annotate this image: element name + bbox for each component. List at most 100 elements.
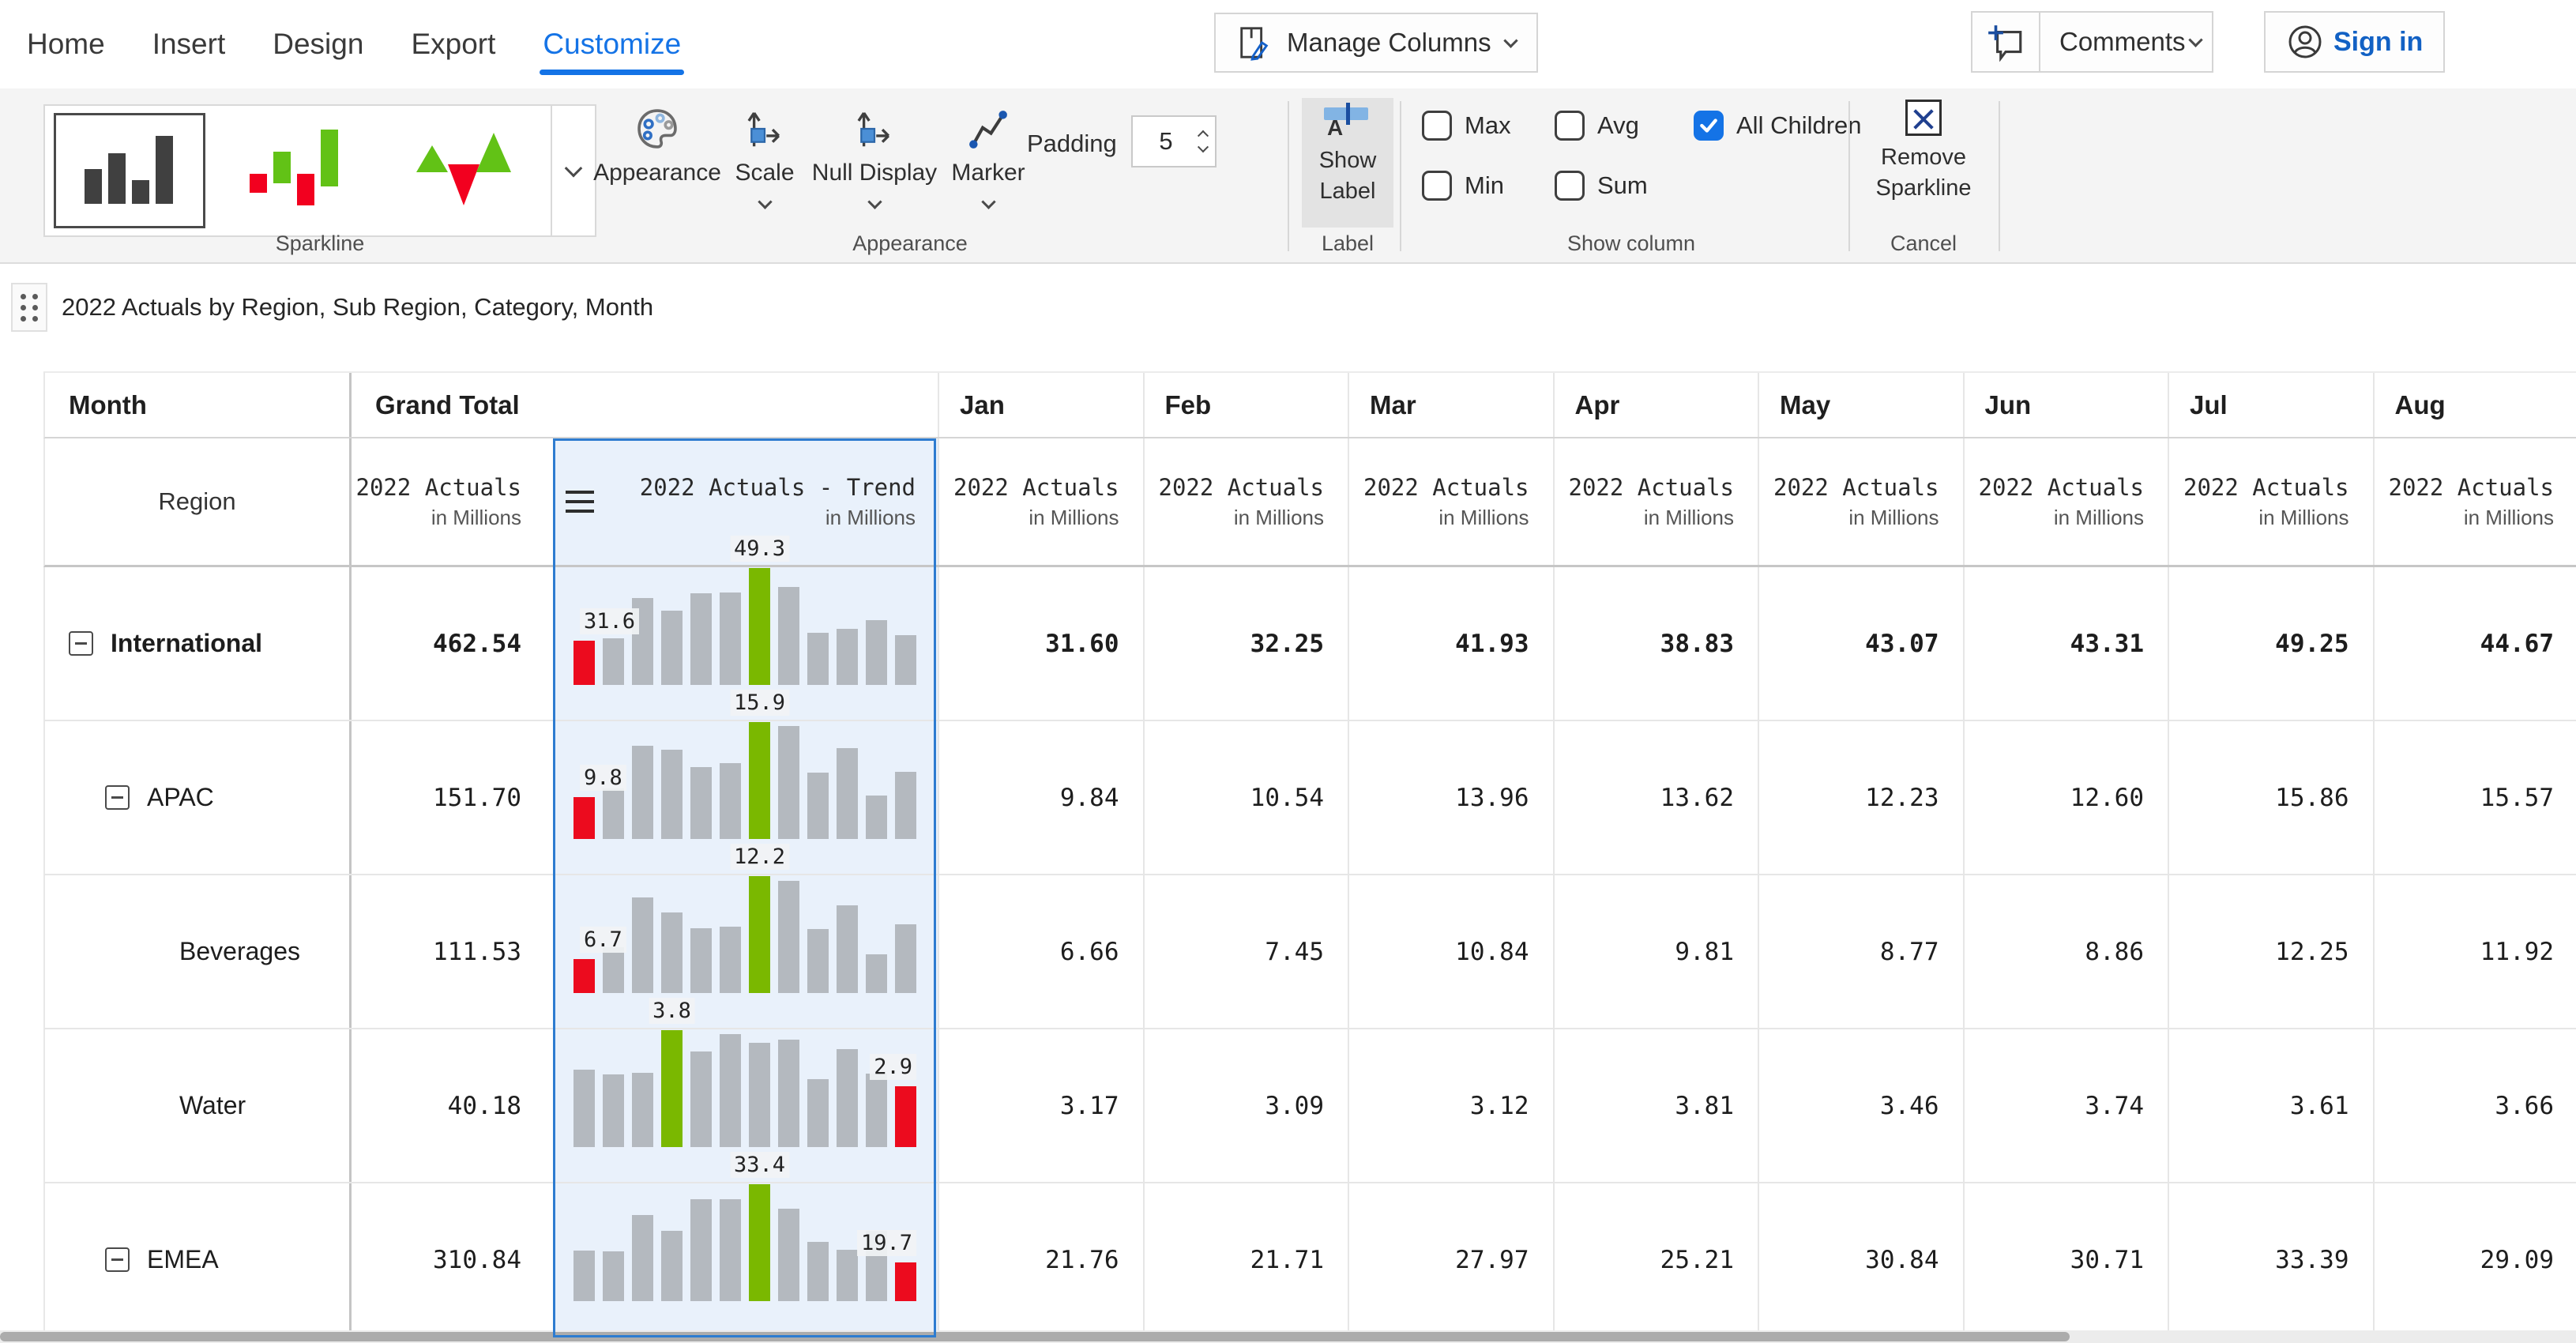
sparkline-style-arrow[interactable]	[382, 106, 551, 235]
value-cell-mar: 10.84	[1348, 875, 1553, 1028]
row-label-cell: EMEA	[45, 1183, 349, 1336]
value: 9.81	[1675, 938, 1734, 966]
sparkline-bar	[690, 1199, 712, 1301]
value-cell-jul: 15.86	[2168, 721, 2373, 874]
grand-total-cell: 151.70	[349, 721, 555, 874]
tab-home[interactable]: Home	[25, 6, 107, 83]
cancel-group-label: Cancel	[1858, 231, 1989, 256]
remove-sparkline-button[interactable]: RemoveSparkline	[1858, 100, 1989, 204]
sparkline-bar	[573, 1251, 595, 1301]
sparkline-gallery-expand[interactable]	[551, 106, 595, 235]
add-comment-icon[interactable]	[1972, 13, 2040, 71]
month-header-jul: Jul	[2168, 373, 2373, 437]
manage-columns-button[interactable]: Manage Columns	[1214, 13, 1538, 73]
value: 10.84	[1455, 938, 1529, 966]
month-header-may: May	[1758, 373, 1963, 437]
checkbox-icon	[1422, 171, 1452, 201]
value-cell-aug: 29.09	[2373, 1183, 2576, 1336]
value-cell-feb: 3.09	[1143, 1029, 1348, 1182]
measure-header-jun: 2022 Actualsin Millions	[1963, 438, 2168, 565]
value-cell-feb: 10.54	[1143, 721, 1348, 874]
row-label-text: Beverages	[179, 937, 300, 966]
month-header-jun: Jun	[1963, 373, 2168, 437]
value-cell-may: 8.77	[1758, 875, 1963, 1028]
tab-insert[interactable]: Insert	[151, 6, 228, 83]
sparkline-bar	[720, 763, 741, 839]
sparkline-bar	[661, 912, 683, 993]
show-column-group-label: Show column	[1422, 231, 1841, 256]
checkbox-icon	[1555, 111, 1585, 141]
sparkline-style-variance[interactable]	[213, 106, 382, 235]
value: 11.92	[2480, 938, 2554, 966]
value-cell-apr: 38.83	[1553, 567, 1758, 720]
show-label-button[interactable]: A ShowLabel	[1302, 98, 1393, 228]
sparkline-bar	[837, 629, 858, 685]
collapse-toggle-icon[interactable]	[69, 631, 93, 656]
value: 31.60	[1045, 630, 1119, 658]
marker-button[interactable]: Marker	[945, 103, 1032, 212]
measure-header-may: 2022 Actualsin Millions	[1758, 438, 1963, 565]
sign-in-button[interactable]: Sign in	[2264, 11, 2445, 73]
value: 3.74	[2085, 1092, 2144, 1120]
stepper-down-icon[interactable]	[1198, 141, 1209, 152]
trend-sparkline-cell[interactable]: 33.419.7	[555, 1183, 938, 1336]
sparkline: 15.99.8	[573, 720, 916, 839]
sparkline-min-bar	[573, 959, 595, 993]
tab-customize[interactable]: Customize	[541, 6, 683, 83]
group-separator	[1400, 101, 1401, 251]
scale-button[interactable]: Scale	[725, 103, 804, 212]
sparkline-bar	[720, 592, 741, 685]
value-cell-jan: 9.84	[938, 721, 1143, 874]
comments-button[interactable]: Comments	[1971, 11, 2213, 73]
value: 7.45	[1265, 938, 1324, 966]
value-cell-jun: 43.31	[1963, 567, 2168, 720]
sign-in-label: Sign in	[2333, 27, 2423, 58]
value: 13.62	[1660, 784, 1734, 812]
checkbox-icon	[1422, 111, 1452, 141]
value: 44.67	[2480, 630, 2554, 658]
checkbox-avg[interactable]: Avg	[1555, 111, 1694, 141]
tab-design[interactable]: Design	[271, 6, 365, 83]
checkbox-all-children[interactable]: All Children	[1694, 111, 1862, 141]
horizontal-scrollbar[interactable]	[0, 1330, 2576, 1343]
row-label: APAC	[105, 783, 214, 812]
scale-label: Scale	[735, 160, 794, 186]
measure-header-apr: 2022 Actualsin Millions	[1553, 438, 1758, 565]
tab-export[interactable]: Export	[409, 6, 497, 83]
ribbon-tabs: Home Insert Design Export Customize	[25, 0, 683, 88]
collapse-toggle-icon[interactable]	[105, 785, 130, 810]
padding-stepper[interactable]: 5	[1131, 115, 1217, 167]
sparkline-bar	[749, 1043, 770, 1147]
month-header-mar: Mar	[1348, 373, 1553, 437]
value: 41.93	[1455, 630, 1529, 658]
value: 29.09	[2480, 1246, 2554, 1274]
column-menu-icon[interactable]	[566, 491, 594, 513]
drag-handle-icon[interactable]	[11, 283, 47, 332]
value-cell-jun: 30.71	[1963, 1183, 2168, 1336]
group-separator	[1288, 101, 1289, 251]
grand-total-value: 111.53	[433, 938, 521, 966]
collapse-toggle-icon[interactable]	[105, 1247, 130, 1272]
sparkline: 49.331.6	[573, 566, 916, 685]
scrollbar-thumb[interactable]	[0, 1332, 2070, 1341]
checkbox-min[interactable]: Min	[1422, 171, 1555, 201]
checkbox-max[interactable]: Max	[1422, 111, 1555, 141]
value: 30.84	[1865, 1246, 1939, 1274]
checkbox-sum[interactable]: Sum	[1555, 171, 1694, 201]
null-display-button[interactable]: Null Display	[807, 103, 942, 212]
marker-label: Marker	[951, 160, 1025, 186]
table-row-beverages: Beverages111.5312.26.76.667.4510.849.818…	[43, 875, 2576, 1029]
trend-sparkline-cell[interactable]: 12.26.7	[555, 875, 938, 1028]
sparkline-bar	[895, 635, 916, 685]
value-cell-may: 30.84	[1758, 1183, 1963, 1336]
sparkline-min-bar	[573, 797, 595, 839]
sparkline-bar	[866, 796, 887, 839]
appearance-button[interactable]: Appearance	[594, 103, 720, 186]
stepper-up-icon[interactable]	[1198, 130, 1209, 141]
row-label: International	[69, 629, 262, 658]
value-cell-feb: 7.45	[1143, 875, 1348, 1028]
value-cell-aug: 15.57	[2373, 721, 2576, 874]
sparkline-bar	[603, 1251, 624, 1301]
sparkline-style-column[interactable]	[45, 106, 213, 235]
comments-label-segment[interactable]: Comments	[2040, 27, 2212, 57]
